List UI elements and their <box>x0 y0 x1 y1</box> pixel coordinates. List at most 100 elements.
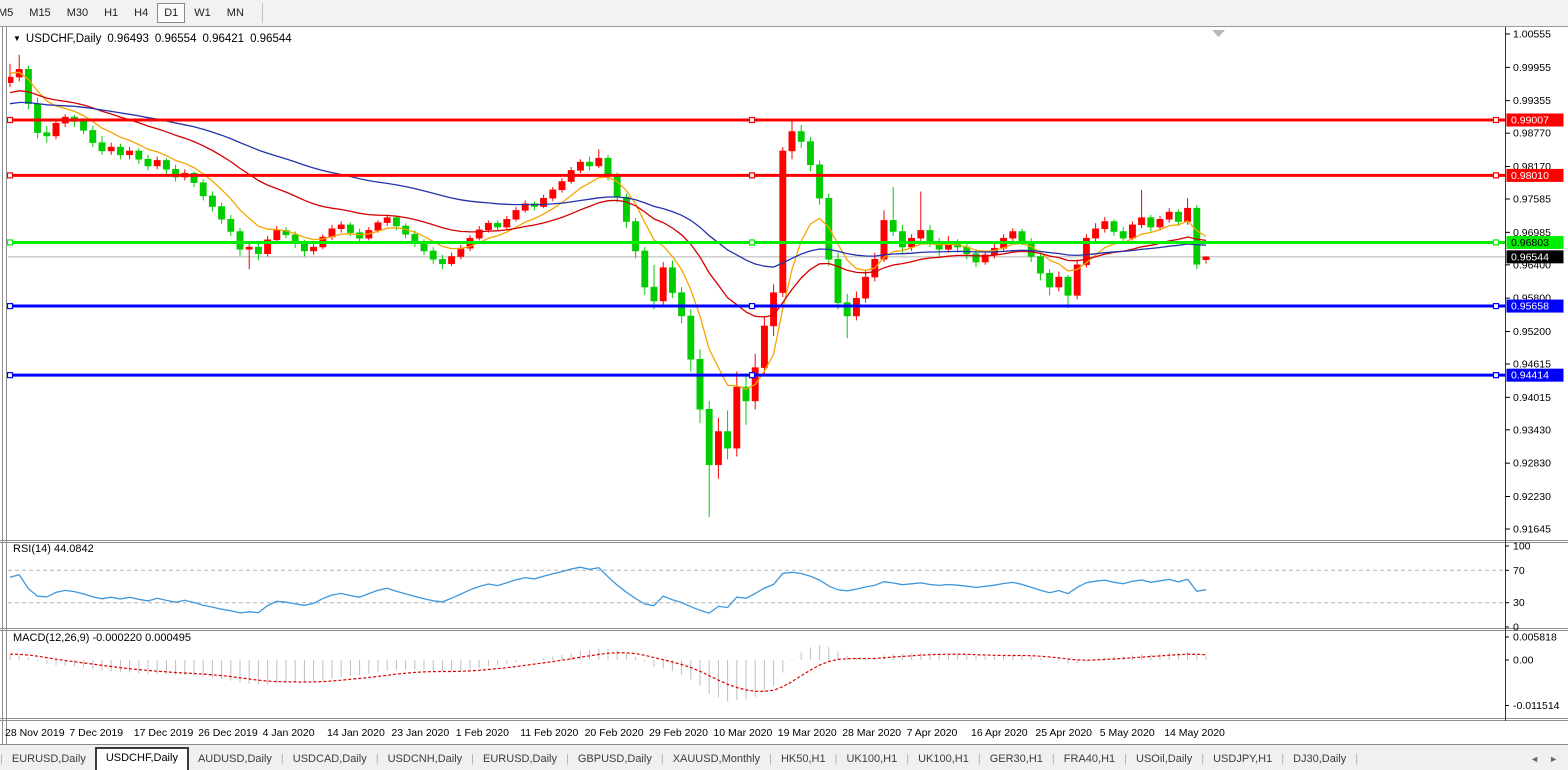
hline-price-label-box <box>1506 299 1564 313</box>
candle-body <box>162 160 170 170</box>
timeframe-button-mn[interactable]: MN <box>226 7 244 19</box>
candle-body <box>1174 211 1182 222</box>
timeframe-button-m15[interactable]: M15 <box>29 7 51 19</box>
rsi-axis-tick-label: 30 <box>1513 597 1525 609</box>
hline-handle[interactable] <box>748 302 756 310</box>
candle-body <box>484 222 492 231</box>
tab-item-usoil-daily[interactable]: USOil,Daily <box>1136 753 1193 765</box>
macd-signal-line <box>9 652 1207 693</box>
candle-body <box>144 159 152 167</box>
hline-price-label: 0.95658 <box>1511 301 1549 313</box>
ohlc-open: 0.96493 <box>107 33 149 45</box>
date-axis-label: 7 Dec 2019 <box>69 727 123 739</box>
candle-body <box>199 182 207 197</box>
price-axis-tick-label: 0.92830 <box>1513 458 1551 470</box>
candle-body <box>668 267 676 293</box>
hline-handle[interactable] <box>6 302 14 310</box>
tab-item-fra40-h1[interactable]: FRA40,H1 <box>1063 753 1116 765</box>
hline-handle[interactable] <box>6 172 14 179</box>
tab-item-audusd-daily[interactable]: AUDUSD,Daily <box>197 753 272 765</box>
candle-body <box>742 386 750 402</box>
hline-handle[interactable] <box>6 116 14 124</box>
tab-item-dj30-daily[interactable]: DJ30,Daily <box>1293 753 1347 765</box>
candle-body <box>383 217 391 223</box>
tab-item-ger30-h1[interactable]: GER30,H1 <box>989 753 1043 765</box>
chart-title: ▼ USDCHF,Daily 0.96493 0.96554 0.96421 0.9654… <box>13 33 292 45</box>
ohlc-high: 0.96554 <box>154 33 197 45</box>
ma-slow-line <box>9 101 1207 268</box>
hline-handle[interactable] <box>1492 239 1500 246</box>
candle-body <box>613 175 621 198</box>
price-axis-tick-label: 0.98770 <box>1513 128 1551 140</box>
timeframe-button-h4[interactable]: H4 <box>134 7 149 19</box>
date-axis-label: 26 Dec 2019 <box>198 727 258 739</box>
date-axis-label: 17 Dec 2019 <box>134 727 194 739</box>
timeframe-toolbar: M5 M15 M30 H1 H4 D1 W1 MN <box>0 0 1568 27</box>
hline-handle[interactable] <box>1492 116 1500 124</box>
tab-divider: | <box>1201 753 1205 765</box>
tab-item-usdcnh-daily[interactable]: USDCNH,Daily <box>387 753 463 765</box>
date-axis-label: 20 Feb 2020 <box>585 727 644 739</box>
tab-item-xauusd-monthly[interactable]: XAUUSD,Monthly <box>672 753 761 765</box>
candle-body <box>981 254 989 263</box>
candle-body <box>126 150 134 156</box>
candle-body <box>153 160 161 167</box>
candle-body <box>273 230 281 241</box>
hline-handle[interactable] <box>748 116 756 124</box>
hline-handle[interactable] <box>1492 172 1500 179</box>
candle-body <box>254 246 262 254</box>
ohlc-low: 0.96421 <box>202 33 245 45</box>
chart-shift-marker-icon[interactable] <box>1212 30 1225 37</box>
symbol-dropdown-icon[interactable]: ▼ <box>13 34 21 43</box>
candle-body <box>1073 264 1081 296</box>
timeframe-button-h1[interactable]: H1 <box>104 7 119 19</box>
price-chart-canvas[interactable]: 1.005550.999550.993550.987700.981700.975… <box>0 27 1568 744</box>
hline-handle[interactable] <box>1492 302 1500 310</box>
candle-body <box>549 189 557 199</box>
tab-item-usdchf-daily[interactable]: USDCHF,Daily <box>94 747 189 770</box>
tab-item-usdcad-daily[interactable]: USDCAD,Daily <box>292 753 367 765</box>
price-axis-tick-label: 0.99955 <box>1513 62 1551 74</box>
price-axis-tick-label: 0.94015 <box>1513 392 1551 404</box>
hline-handle[interactable] <box>748 172 756 179</box>
tab-item-eurusd-daily[interactable]: EURUSD,Daily <box>11 753 86 765</box>
timeframe-button-m30[interactable]: M30 <box>66 7 89 19</box>
candles-layer <box>8 54 1210 518</box>
tab-item-gbpusd-daily[interactable]: GBPUSD,Daily <box>577 753 652 765</box>
timeframe-button-w1[interactable]: W1 <box>194 7 211 19</box>
candle-body <box>1193 207 1201 265</box>
tab-item-eurusd-daily[interactable]: EURUSD,Daily <box>483 753 557 765</box>
candle-body <box>816 164 824 199</box>
candle-body <box>687 315 695 360</box>
tab-item-hk50-h1[interactable]: HK50,H1 <box>780 753 826 765</box>
moving-averages-layer <box>9 71 1207 390</box>
hline-handle[interactable] <box>748 239 756 246</box>
hline-handle[interactable] <box>6 239 14 246</box>
candle-body <box>89 130 97 143</box>
hline-handle[interactable] <box>1492 372 1500 379</box>
hline-price-label: 0.96803 <box>1511 237 1549 249</box>
tab-scroll-left-icon[interactable]: ◄ <box>1530 754 1540 764</box>
date-axis-label: 29 Feb 2020 <box>649 727 708 739</box>
candle-body <box>310 246 318 252</box>
date-axis-label: 4 Jan 2020 <box>263 727 315 739</box>
tab-scroll-right-icon[interactable]: ► <box>1549 754 1558 764</box>
tab-scroll-arrows: ◄ ► <box>1530 754 1568 770</box>
hline-handle[interactable] <box>6 372 14 379</box>
date-axis-label: 7 Apr 2020 <box>907 727 958 739</box>
timeframe-button-m5[interactable]: M5 <box>0 7 14 19</box>
timeframe-button-d1[interactable]: D1 <box>157 3 186 23</box>
tab-divider: | <box>0 753 3 765</box>
candle-body <box>622 196 630 222</box>
tab-item-usdjpy-h1[interactable]: USDJPY,H1 <box>1213 753 1273 765</box>
candle-body <box>475 229 483 239</box>
hline-handle[interactable] <box>748 372 756 379</box>
tab-item-uk100-h1[interactable]: UK100,H1 <box>846 753 898 765</box>
macd-axis-tick-label: -0.011514 <box>1513 700 1560 712</box>
candle-body <box>208 195 216 207</box>
macd-histogram <box>9 645 1207 702</box>
tab-divider: | <box>1355 753 1359 765</box>
candle-body <box>15 69 23 78</box>
tab-divider: | <box>471 753 475 765</box>
tab-item-uk100-h1[interactable]: UK100,H1 <box>918 753 969 765</box>
